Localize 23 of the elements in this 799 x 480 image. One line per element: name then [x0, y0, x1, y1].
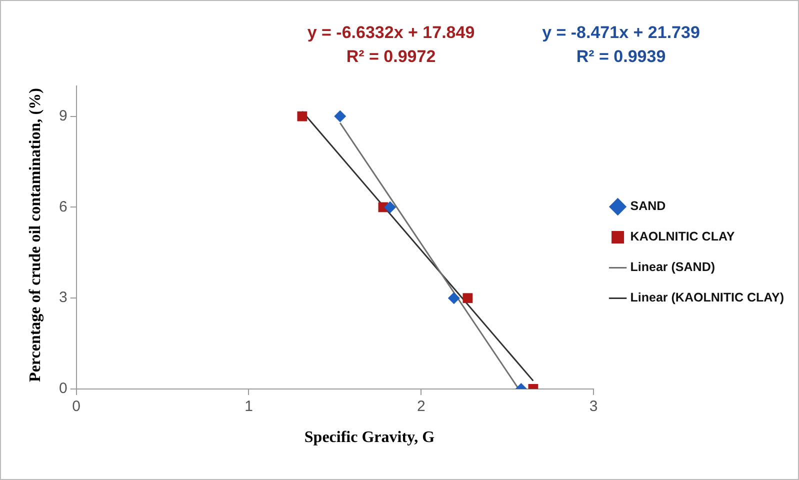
legend-label: Linear (SAND) — [630, 260, 716, 274]
y-tick-label: 3 — [59, 289, 68, 306]
x-tick-label: 2 — [416, 398, 426, 416]
point — [462, 293, 473, 304]
point — [334, 110, 346, 122]
text: R² = 0.9939 — [575, 47, 667, 67]
y-axis-title: Percentage of crude oil contamination, (%) — [27, 87, 45, 384]
point — [297, 111, 308, 122]
legend-label: KAOLNITIC CLAY — [630, 230, 736, 244]
x-axis-title: Specific Gravity, G — [303, 429, 436, 447]
point — [384, 201, 396, 214]
legend-label: Linear (KAOLNITIC CLAY) — [630, 290, 784, 305]
y-tick-label: 6 — [59, 198, 68, 216]
x-tick-label: 1 — [244, 398, 253, 416]
legend-label: SAND — [630, 199, 666, 214]
y-tick-label: 0 — [59, 380, 68, 398]
text: R² = 0.9972 — [345, 47, 437, 67]
x-tick-label: 0 — [72, 398, 81, 416]
text: y = -8.471x + 21.739 — [541, 23, 701, 43]
y-tick-label: 9 — [59, 107, 68, 124]
x-tick-label: 3 — [589, 398, 598, 416]
text: y = -6.6332x + 17.849 — [306, 23, 476, 43]
point — [448, 292, 460, 304]
